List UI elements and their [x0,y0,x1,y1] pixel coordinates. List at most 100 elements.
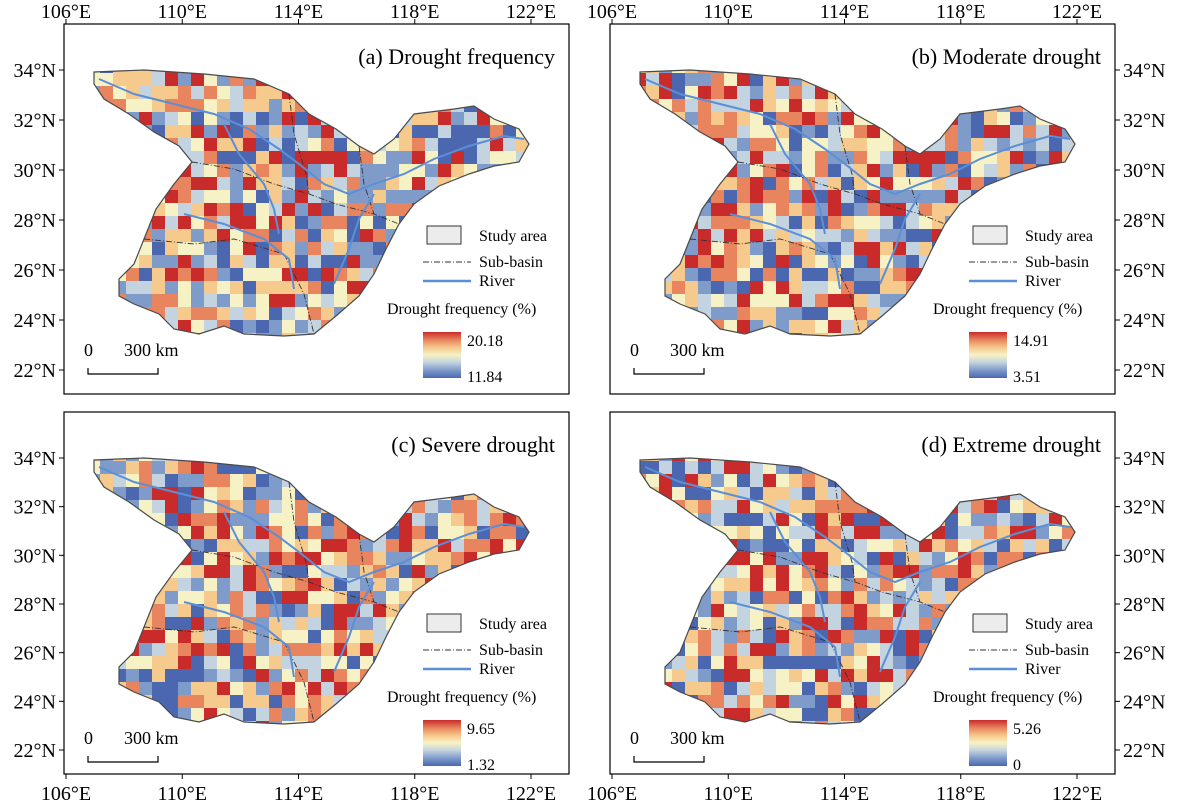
y-tick-label: 22°N [1123,740,1165,762]
grid-cell [841,164,855,178]
grid-cell [945,138,959,152]
y-tick-label: 28°N [1123,594,1165,616]
grid-cell [724,682,738,696]
grid-cell [854,682,868,696]
grid-cell [386,177,400,191]
grid-cell [737,708,751,722]
grid-cell [256,151,270,165]
y-tick-label: 34°N [14,60,56,82]
river-line [98,466,525,584]
grid-cell [750,552,764,566]
grid-cell [867,643,881,657]
grid-cell [711,617,725,631]
grid-cell [386,151,400,165]
grid-cell [282,281,296,295]
grid-cell [191,591,205,605]
grid-cell [750,617,764,631]
grid-cell [828,99,842,113]
grid-cell [724,513,738,527]
grid-cell [464,513,478,527]
grid-cell [763,643,777,657]
grid-cell [243,112,257,126]
grid-cell [282,112,296,126]
grid-cell [737,216,751,230]
x-tick-label: 118°E [936,1,985,23]
grid-cell [893,643,907,657]
grid-cell [243,604,257,618]
grid-cell [789,604,803,618]
grid-cell [152,73,166,87]
grid-cell [165,474,179,488]
grid-cell [789,151,803,165]
grid-cell [256,682,270,696]
grid-cell [750,500,764,514]
grid-cell [750,539,764,553]
grid-cell [204,86,218,100]
grid-cell [672,281,686,295]
grid-cell [451,112,465,126]
grid-cell [204,229,218,243]
grid-cell [152,242,166,256]
legend-study-area-label: Study area [479,228,547,245]
grid-cell [178,86,192,100]
grid-cell [945,190,959,204]
y-tick-label: 24°N [14,691,56,713]
grid-cell [256,591,270,605]
grid-cell [919,216,933,230]
grid-cell [789,500,803,514]
grid-cell [724,86,738,100]
grid-cell [1023,125,1037,139]
grid-cell [789,307,803,321]
grid-cell [321,513,335,527]
grid-cell [711,500,725,514]
grid-cell [256,526,270,540]
grid-cell [360,604,374,618]
grid-cell [776,164,790,178]
grid-cell [269,656,283,670]
grid-cell [321,669,335,683]
grid-cell [867,604,881,618]
grid-cell [295,151,309,165]
grid-cell [217,281,231,295]
scalebar-distance-label: 300 km [670,728,725,748]
grid-cell [867,190,881,204]
grid-cell [672,669,686,683]
grid-cell [334,281,348,295]
grid-cell [139,70,153,74]
grid-cell [178,281,192,295]
grid-cell [373,552,387,566]
grid-cell [399,177,413,191]
grid-cell [139,268,153,282]
grid-cell [204,630,218,644]
grid-cell [724,643,738,657]
grid-cell [698,86,712,100]
grid-cell [893,177,907,191]
grid-cell [724,695,738,709]
grid-cell [685,112,699,126]
grid-cell [477,500,491,514]
grid-cell [789,656,803,670]
grid-cell [165,604,179,618]
grid-cell [126,281,140,295]
legend-river-label: River [1025,661,1061,678]
grid-cell [126,461,140,475]
grid-cell [711,591,725,605]
grid-cell [854,151,868,165]
grid-cell [919,617,933,631]
grid-cell [321,255,335,269]
grid-cell [659,70,673,74]
x-tick-label: 118°E [390,783,439,805]
grid-cell [217,307,231,321]
grid-cell [789,695,803,709]
grid-cell [113,70,127,74]
grid-cell [815,151,829,165]
grid-cell [412,112,426,126]
grid-cell [815,643,829,657]
x-tick-label: 118°E [936,783,985,805]
grid-cell [893,268,907,282]
grid-cell [919,203,933,217]
grid-cell [750,125,764,139]
grid-cell [802,255,816,269]
grid-cell [230,281,244,295]
y-tick-label: 22°N [14,740,56,762]
